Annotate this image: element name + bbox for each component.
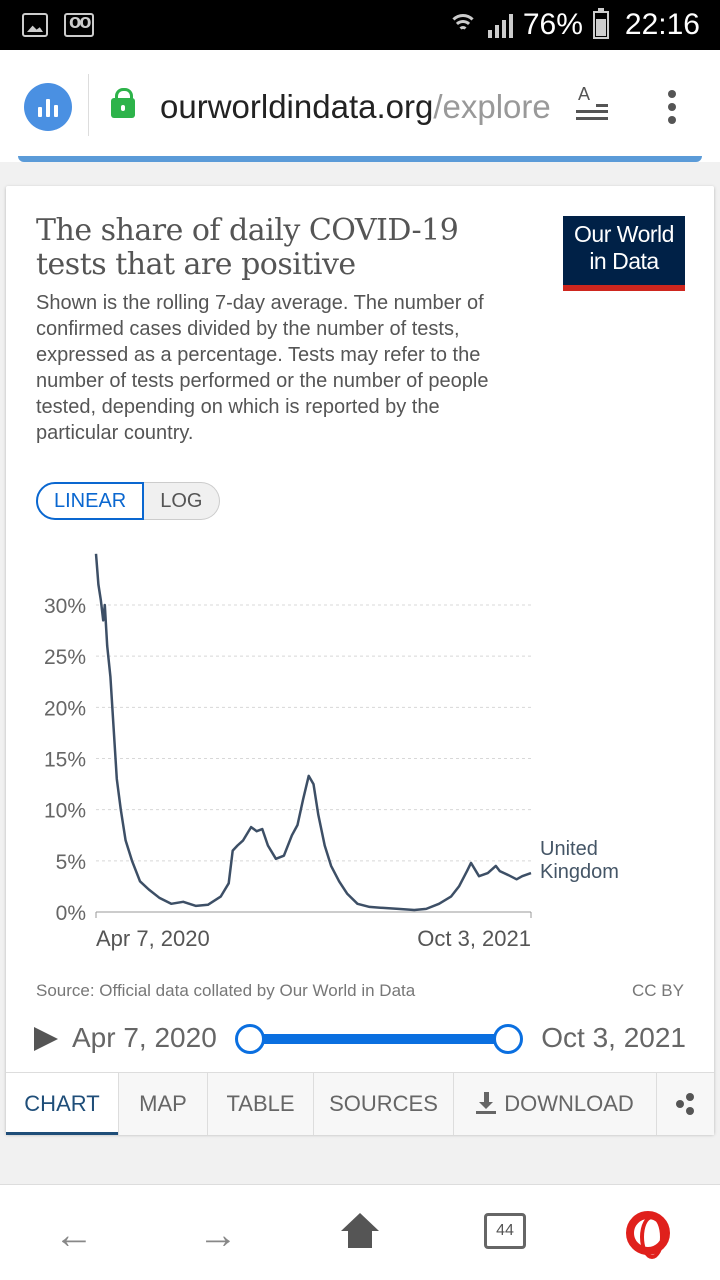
image-icon	[22, 13, 48, 37]
series-line-united-kingdom	[94, 553, 532, 912]
tab-sources[interactable]: SOURCES	[313, 1073, 453, 1135]
forward-arrow-icon[interactable]: →	[198, 1213, 238, 1257]
y-tick-label: 10%	[44, 800, 86, 823]
logo-line-1: Our World	[574, 221, 674, 247]
timeline-track[interactable]	[250, 1034, 508, 1044]
battery-icon	[592, 8, 609, 39]
more-vert-icon[interactable]	[668, 90, 678, 124]
voicemail-icon	[64, 11, 94, 37]
tab-map[interactable]: MAP	[118, 1073, 207, 1135]
home-icon[interactable]	[341, 1213, 379, 1249]
signal-icon	[487, 12, 513, 38]
url-path: /explore	[433, 88, 551, 125]
lock-icon[interactable]	[111, 88, 135, 118]
timeline-start-handle[interactable]	[235, 1024, 265, 1054]
line-chart: 0% 5% 10% 15% 20% 25% 30% Apr 7, 2020 Oct 3, 202…	[6, 546, 714, 966]
site-chart-icon[interactable]	[24, 83, 72, 131]
scale-toggle: LINEAR LOG	[36, 482, 220, 520]
owid-logo[interactable]: Our World in Data	[563, 216, 685, 291]
y-tick-label: 20%	[44, 697, 86, 720]
chart-card: The share of daily COVID-19 tests that a…	[6, 186, 714, 1135]
timeline-end-handle[interactable]	[493, 1024, 523, 1054]
y-tick-label: 15%	[44, 749, 86, 772]
timeline: Apr 7, 2020 Oct 3, 2021	[6, 1018, 714, 1058]
timeline-end-label: Oct 3, 2021	[541, 1022, 686, 1053]
share-icon	[675, 1093, 696, 1115]
tab-table[interactable]: TABLE	[207, 1073, 313, 1135]
x-tick-label-end: Oct 3, 2021	[417, 926, 531, 951]
chart-subtitle: Shown is the rolling 7-day average. The …	[36, 292, 489, 444]
battery-percent: 76%	[522, 8, 583, 41]
share-button[interactable]	[656, 1073, 714, 1135]
scale-linear-button[interactable]: LINEAR	[36, 482, 145, 520]
series-label-united-kingdom: United Kingdom	[540, 838, 619, 883]
tab-chart[interactable]: CHART	[6, 1073, 118, 1135]
browser-bottom-nav: ← → 44	[0, 1184, 720, 1280]
tab-download-label: DOWNLOAD	[504, 1091, 634, 1116]
download-icon	[476, 1092, 497, 1114]
license-link[interactable]: CC BY	[632, 981, 684, 1000]
source-note[interactable]: Source: Official data collated by Our Wo…	[36, 981, 416, 1000]
status-bar: 76% 22:16	[0, 0, 720, 50]
page-top-accent	[18, 156, 702, 162]
divider	[88, 74, 89, 136]
wifi-icon	[447, 12, 478, 38]
back-arrow-icon[interactable]: ←	[54, 1213, 94, 1257]
y-tick-label: 0%	[56, 902, 86, 925]
x-tick-label-start: Apr 7, 2020	[96, 926, 210, 951]
scale-log-button[interactable]: LOG	[144, 482, 220, 520]
clock: 22:16	[624, 8, 700, 41]
reader-mode-icon[interactable]: A	[576, 84, 608, 120]
url-host: ourworldindata.org	[160, 88, 434, 125]
chart-title: The share of daily COVID-19 tests that a…	[36, 213, 459, 282]
url-field[interactable]: ourworldindata.org/explore	[160, 88, 555, 126]
chart-svg: 0% 5% 10% 15% 20% 25% 30% Apr 7, 2020 Oct 3, 202…	[44, 553, 619, 951]
timeline-start-label: Apr 7, 2020	[72, 1022, 217, 1053]
y-tick-label: 30%	[44, 595, 86, 618]
tab-count: 44	[496, 1222, 514, 1239]
play-icon[interactable]	[34, 1027, 58, 1051]
logo-line-2: in Data	[589, 248, 659, 274]
opera-icon[interactable]	[626, 1211, 670, 1259]
y-tick-label: 5%	[56, 851, 86, 874]
y-tick-label: 25%	[44, 646, 86, 669]
chart-tabs: CHART MAP TABLE SOURCES DOWNLOAD	[6, 1072, 714, 1135]
tab-download[interactable]: DOWNLOAD	[453, 1073, 656, 1135]
tabs-icon[interactable]: 44	[484, 1213, 526, 1249]
browser-address-bar: ourworldindata.org/explore A	[0, 50, 720, 162]
